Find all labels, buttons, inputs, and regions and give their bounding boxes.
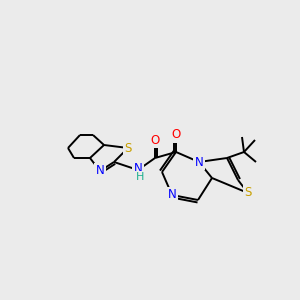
Text: N: N bbox=[96, 164, 104, 178]
Text: O: O bbox=[150, 134, 160, 146]
Text: S: S bbox=[124, 142, 132, 154]
Text: N: N bbox=[195, 155, 203, 169]
Text: N: N bbox=[134, 161, 142, 175]
Text: O: O bbox=[171, 128, 181, 142]
Text: N: N bbox=[168, 188, 176, 202]
Text: S: S bbox=[244, 187, 252, 200]
Text: H: H bbox=[136, 172, 144, 182]
